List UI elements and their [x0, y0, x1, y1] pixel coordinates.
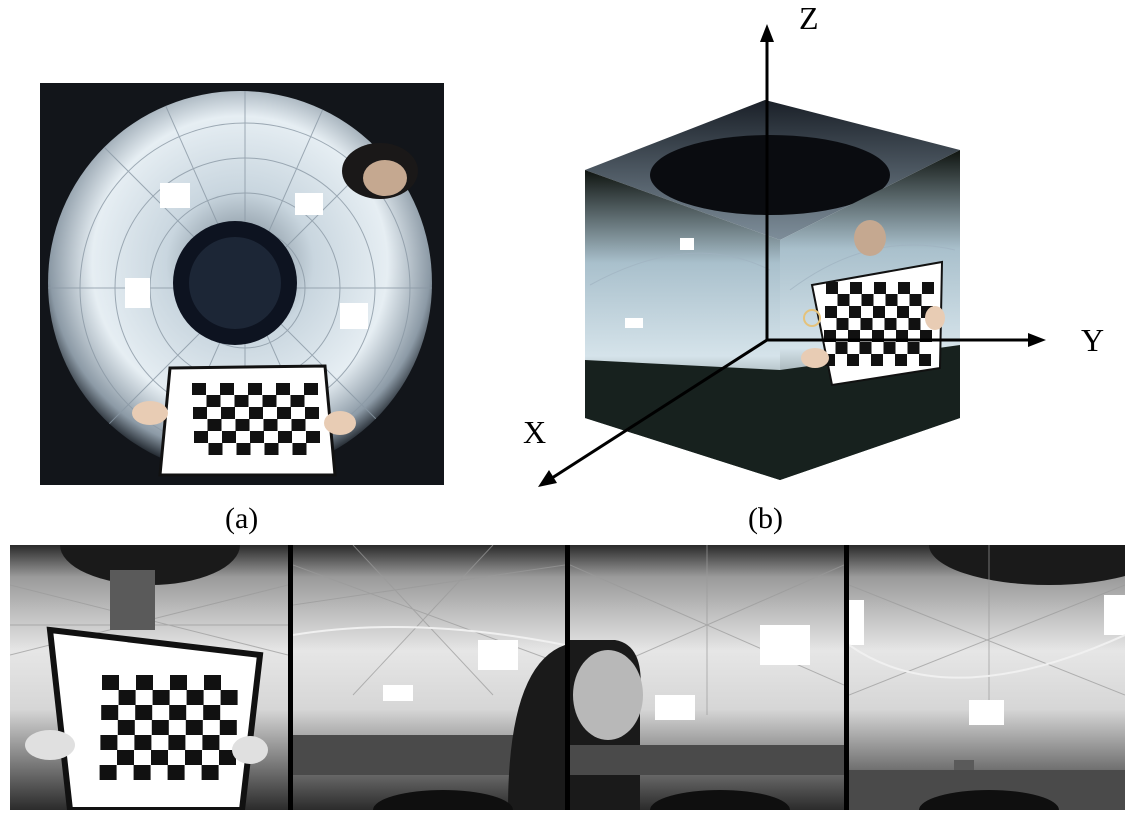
- caption-b: (b): [748, 502, 783, 535]
- y-axis-label: Y: [1081, 322, 1105, 358]
- strip-divider-2: [565, 545, 570, 810]
- z-axis-arrowhead: [760, 24, 774, 42]
- y-axis-arrowhead: [1028, 333, 1046, 347]
- strip-divider-1: [288, 545, 293, 810]
- strip-panel-1: [10, 545, 288, 810]
- x-axis-label: X: [523, 414, 547, 450]
- strip-divider-3: [844, 545, 849, 810]
- fisheye-image: [40, 83, 444, 485]
- cube-map-diagram: [538, 24, 1046, 487]
- checkerboard-pattern: [192, 383, 320, 455]
- strip-panel-3: [570, 545, 844, 810]
- strip-panel-2: [293, 545, 565, 810]
- x-axis-arrowhead: [538, 470, 557, 487]
- z-axis-label: Z: [799, 0, 819, 36]
- strip-panel-4: [849, 545, 1125, 810]
- x-axis: [551, 338, 768, 480]
- checkerboard-pattern: [99, 675, 238, 780]
- checkerboard-pattern: [823, 282, 934, 366]
- caption-a: (a): [225, 502, 259, 535]
